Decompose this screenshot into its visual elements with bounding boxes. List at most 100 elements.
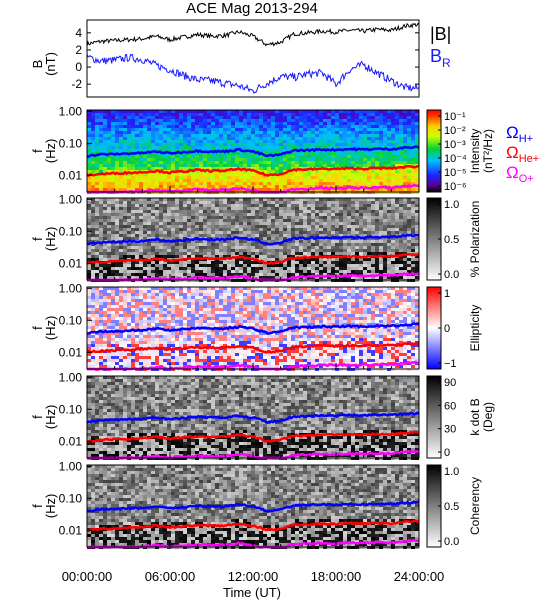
heatmap-cell <box>371 249 375 252</box>
heatmap-cell <box>191 225 195 228</box>
heatmap-cell <box>275 255 279 258</box>
heatmap-cell <box>263 113 267 116</box>
heatmap-cell <box>195 240 199 243</box>
heatmap-cell <box>91 293 95 296</box>
heatmap-cell <box>119 131 123 134</box>
heatmap-cell <box>127 249 131 252</box>
heatmap-cell <box>331 113 335 116</box>
heatmap-cell <box>107 249 111 252</box>
heatmap-cell <box>115 134 119 137</box>
heatmap-cell <box>303 249 307 252</box>
heatmap-cell <box>91 347 95 350</box>
heatmap-cell <box>243 146 247 149</box>
heatmap-cell <box>343 170 347 173</box>
heatmap-cell <box>91 179 95 182</box>
heatmap-cell <box>367 137 371 140</box>
heatmap-cell <box>383 267 387 270</box>
heatmap-cell <box>275 131 279 134</box>
heatmap-cell <box>123 273 127 276</box>
heatmap-cell <box>107 344 111 347</box>
heatmap-cell <box>155 222 159 225</box>
heatmap-cell <box>87 290 91 293</box>
heatmap-cell <box>155 173 159 176</box>
heatmap-cell <box>143 149 147 152</box>
heatmap-cell <box>327 113 331 116</box>
heatmap-cell <box>99 290 103 293</box>
heatmap-cell <box>283 270 287 273</box>
heatmap-cell <box>311 249 315 252</box>
heatmap-cell <box>299 140 303 143</box>
heatmap-cell <box>299 122 303 125</box>
heatmap-cell <box>147 270 151 273</box>
heatmap-cell <box>359 219 363 222</box>
heatmap-cell <box>135 255 139 258</box>
heatmap-cell <box>227 113 231 116</box>
heatmap-cell <box>343 213 347 216</box>
heatmap-cell <box>171 110 175 113</box>
heatmap-cell <box>115 164 119 167</box>
heatmap-cell <box>139 201 143 204</box>
heatmap-cell <box>99 302 103 305</box>
heatmap-cell <box>155 207 159 210</box>
heatmap-cell <box>171 179 175 182</box>
heatmap-cell <box>387 270 391 273</box>
heatmap-cell <box>171 219 175 222</box>
heatmap-cell <box>99 164 103 167</box>
heatmap-cell <box>203 204 207 207</box>
heatmap-cell <box>91 134 95 137</box>
heatmap-cell <box>107 207 111 210</box>
heatmap-cell <box>179 173 183 176</box>
heatmap-cell <box>379 122 383 125</box>
heatmap-cell <box>387 131 391 134</box>
heatmap-cell <box>167 261 171 264</box>
heatmap-cell <box>347 134 351 137</box>
heatmap-cell <box>91 308 95 311</box>
heatmap-cell <box>283 155 287 158</box>
heatmap-cell <box>183 128 187 131</box>
heatmap-cell <box>391 161 395 164</box>
heatmap-cell <box>151 231 155 234</box>
heatmap-cell <box>375 234 379 237</box>
colorbar-tick-label: 0.0 <box>444 269 459 281</box>
heatmap-cell <box>359 210 363 213</box>
heatmap-cell <box>155 216 159 219</box>
heatmap-cell <box>271 252 275 255</box>
heatmap-cell <box>383 222 387 225</box>
heatmap-cell <box>347 252 351 255</box>
heatmap-cell <box>135 228 139 231</box>
heatmap-cell <box>131 201 135 204</box>
heatmap-cell <box>411 176 415 179</box>
heatmap-cell <box>279 149 283 152</box>
heatmap-cell <box>403 270 407 273</box>
heatmap-cell <box>103 198 107 201</box>
heatmap-cell <box>207 204 211 207</box>
heatmap-cell <box>299 173 303 176</box>
heatmap-cell <box>235 125 239 128</box>
heatmap-cell <box>175 267 179 270</box>
heatmap-cell <box>275 161 279 164</box>
heatmap-cell <box>283 273 287 276</box>
heatmap-cell <box>387 258 391 261</box>
heatmap-cell <box>183 231 187 234</box>
heatmap-cell <box>127 179 131 182</box>
heatmap-cell <box>99 320 103 323</box>
heatmap-cell <box>227 267 231 270</box>
heatmap-cell <box>371 176 375 179</box>
heatmap-cell <box>119 113 123 116</box>
heatmap-cell <box>379 258 383 261</box>
heatmap-cell <box>111 320 115 323</box>
heatmap-cell <box>371 240 375 243</box>
heatmap-cell <box>323 125 327 128</box>
heatmap-cell <box>403 219 407 222</box>
heatmap-cell <box>383 140 387 143</box>
heatmap-cell <box>347 164 351 167</box>
heatmap-cell <box>307 137 311 140</box>
heatmap-cell <box>259 258 263 261</box>
heatmap-cell <box>167 213 171 216</box>
heatmap-cell <box>307 119 311 122</box>
heatmap-cell <box>395 225 399 228</box>
heatmap-cell <box>287 143 291 146</box>
heatmap-cell <box>187 152 191 155</box>
heatmap-cell <box>251 128 255 131</box>
heatmap-cell <box>139 137 143 140</box>
